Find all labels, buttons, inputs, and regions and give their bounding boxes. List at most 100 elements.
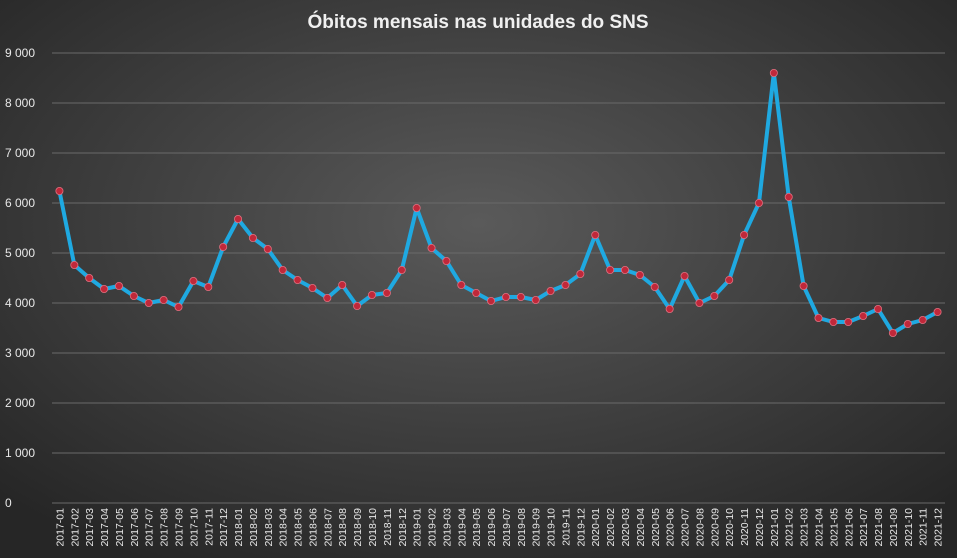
- x-tick-label: 2017-04: [99, 508, 111, 547]
- data-point: [397, 265, 406, 274]
- x-tick-label: 2020-01: [590, 508, 602, 547]
- data-point: [144, 298, 153, 307]
- x-tick-label: 2021-04: [813, 508, 825, 547]
- x-tick-label: 2017-12: [218, 508, 230, 547]
- data-point: [710, 291, 719, 300]
- x-tick-label: 2019-06: [486, 508, 498, 547]
- data-point: [353, 301, 362, 310]
- y-tick-label: 5 000: [5, 246, 35, 260]
- data-point: [338, 280, 347, 289]
- data-point: [278, 265, 287, 274]
- data-point: [561, 280, 570, 289]
- data-point: [576, 269, 585, 278]
- data-point: [740, 230, 749, 239]
- chart-title: Óbitos mensais nas unidades do SNS: [307, 11, 648, 33]
- data-point: [650, 282, 659, 291]
- x-tick-label: 2020-08: [694, 508, 706, 547]
- data-point: [442, 256, 451, 265]
- data-point: [457, 280, 466, 289]
- data-point: [695, 298, 704, 307]
- x-tick-label: 2020-06: [665, 508, 677, 547]
- data-point: [501, 292, 510, 301]
- data-point: [859, 311, 868, 320]
- x-tick-label: 2019-10: [546, 508, 558, 547]
- data-point: [635, 270, 644, 279]
- x-tick-label: 2017-08: [159, 508, 171, 547]
- x-tick-label: 2017-09: [174, 508, 186, 547]
- x-tick-label: 2020-11: [739, 508, 751, 546]
- x-tick-label: 2018-10: [367, 508, 379, 547]
- data-point: [472, 288, 481, 297]
- data-point: [174, 302, 183, 311]
- x-tick-label: 2021-06: [843, 508, 855, 547]
- data-point: [799, 281, 808, 290]
- data-point: [293, 275, 302, 284]
- x-tick-label: 2018-06: [307, 508, 319, 547]
- data-point: [248, 233, 257, 242]
- x-tick-label: 2018-03: [263, 508, 275, 547]
- x-tick-label: 2021-12: [933, 508, 945, 547]
- data-point: [903, 319, 912, 328]
- x-tick-label: 2020-05: [650, 508, 662, 547]
- x-tick-label: 2017-11: [203, 508, 215, 546]
- y-tick-label: 2 000: [5, 396, 35, 410]
- data-point: [129, 291, 138, 300]
- data-point: [725, 275, 734, 284]
- x-tick-label: 2018-01: [233, 508, 245, 547]
- x-tick-label: 2019-05: [471, 508, 483, 547]
- x-tick-label: 2018-05: [293, 508, 305, 547]
- data-point: [918, 315, 927, 324]
- x-tick-label: 2018-11: [382, 508, 394, 546]
- data-point: [85, 273, 94, 282]
- data-point: [100, 284, 109, 293]
- data-point: [189, 276, 198, 285]
- x-tick-label: 2017-03: [84, 508, 96, 547]
- x-tick-label: 2021-11: [918, 508, 930, 546]
- x-tick-label: 2018-02: [248, 508, 260, 547]
- y-tick-label: 8 000: [5, 96, 35, 110]
- x-tick-label: 2019-09: [531, 508, 543, 547]
- x-tick-label: 2019-07: [501, 508, 513, 547]
- data-point: [159, 295, 168, 304]
- data-point: [888, 328, 897, 337]
- data-point: [114, 281, 123, 290]
- data-point: [531, 295, 540, 304]
- data-point: [412, 203, 421, 212]
- data-point: [784, 192, 793, 201]
- x-tick-label: 2019-04: [456, 508, 468, 547]
- y-tick-label: 1 000: [5, 446, 35, 460]
- data-point: [844, 317, 853, 326]
- x-tick-label: 2018-08: [337, 508, 349, 547]
- data-point: [933, 307, 942, 316]
- x-tick-label: 2021-03: [799, 508, 811, 547]
- x-tick-label: 2017-05: [114, 508, 126, 547]
- data-point: [814, 313, 823, 322]
- data-point: [754, 198, 763, 207]
- x-tick-label: 2021-02: [784, 508, 796, 547]
- x-tick-label: 2017-07: [144, 508, 156, 547]
- x-tick-label: 2021-09: [888, 508, 900, 547]
- x-tick-label: 2019-11: [560, 508, 572, 546]
- x-tick-label: 2019-02: [427, 508, 439, 547]
- y-tick-label: 7 000: [5, 146, 35, 160]
- x-tick-label: 2018-07: [322, 508, 334, 547]
- x-tick-label: 2020-02: [605, 508, 617, 547]
- data-point: [308, 283, 317, 292]
- x-tick-label: 2020-09: [709, 508, 721, 547]
- data-point: [874, 304, 883, 313]
- data-point: [606, 265, 615, 274]
- x-tick-label: 2020-03: [620, 508, 632, 547]
- x-tick-label: 2021-01: [769, 508, 781, 547]
- data-point: [427, 243, 436, 252]
- x-tick-label: 2018-12: [397, 508, 409, 547]
- data-point: [55, 186, 64, 195]
- x-tick-label: 2018-09: [352, 508, 364, 547]
- x-tick-label: 2019-03: [441, 508, 453, 547]
- y-tick-label: 6 000: [5, 196, 35, 210]
- x-tick-label: 2020-07: [680, 508, 692, 547]
- data-point: [680, 271, 689, 280]
- data-point: [219, 242, 228, 251]
- x-tick-label: 2019-08: [516, 508, 528, 547]
